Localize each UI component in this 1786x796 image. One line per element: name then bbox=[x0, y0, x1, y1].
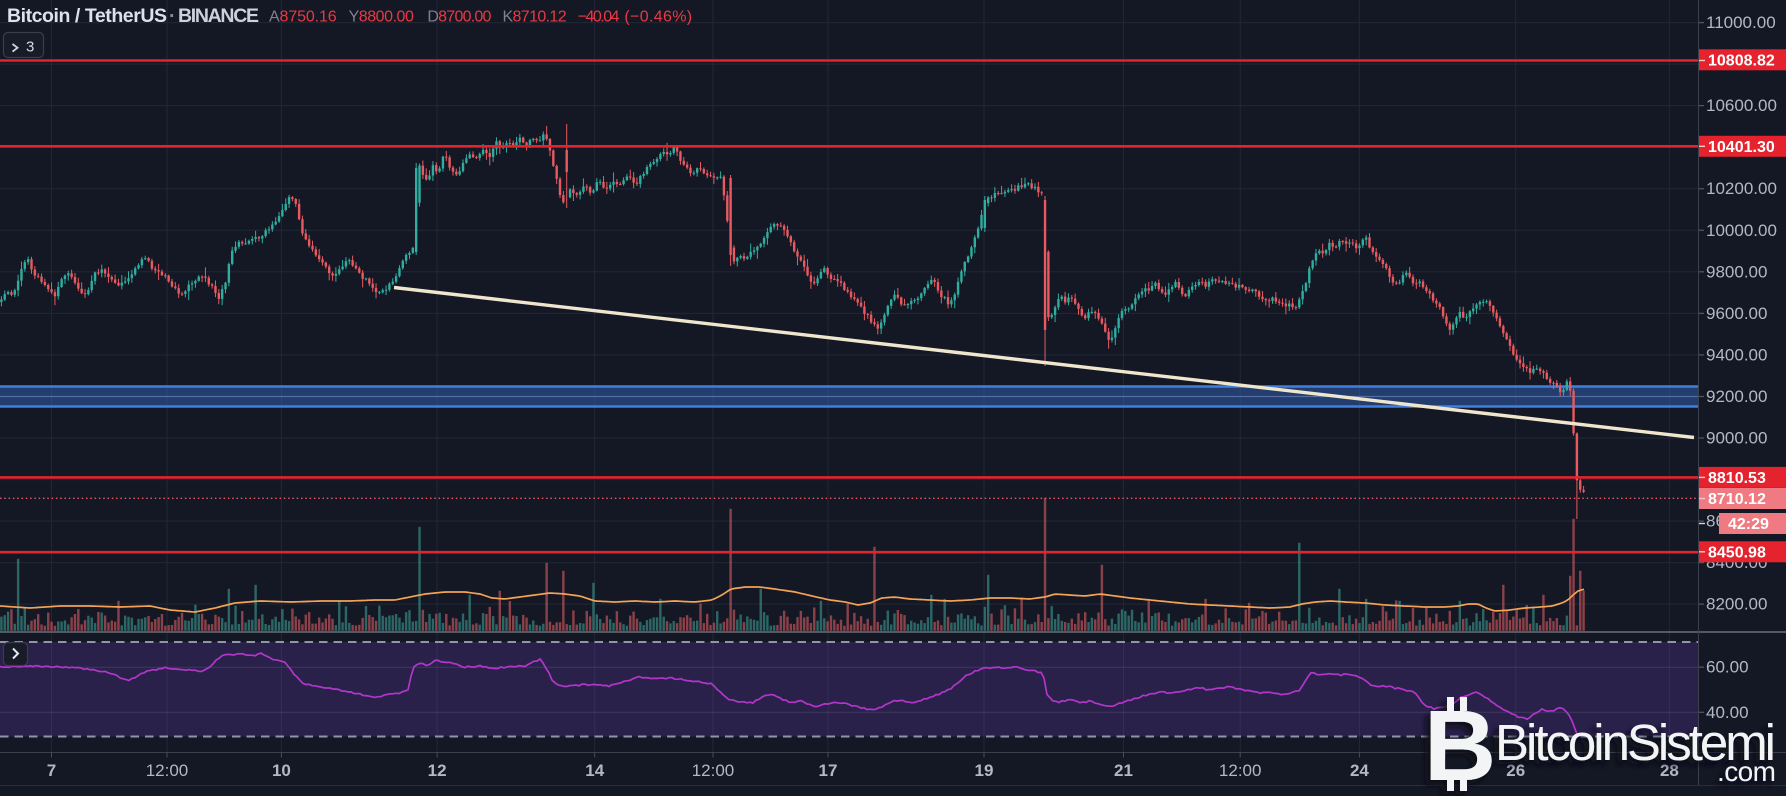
svg-text:10600.00: 10600.00 bbox=[1706, 96, 1777, 115]
svg-text:3: 3 bbox=[26, 39, 34, 56]
svg-text:−40.04: −40.04 bbox=[578, 9, 620, 26]
svg-text:11000.00: 11000.00 bbox=[1706, 13, 1776, 32]
svg-text:17: 17 bbox=[819, 761, 838, 780]
svg-text:14: 14 bbox=[585, 761, 604, 780]
svg-text:8710.12: 8710.12 bbox=[1708, 491, 1766, 508]
svg-text:9800.00: 9800.00 bbox=[1706, 262, 1767, 281]
svg-text:.com: .com bbox=[1717, 756, 1776, 787]
svg-text:10401.30: 10401.30 bbox=[1708, 139, 1775, 156]
svg-text:8200.00: 8200.00 bbox=[1706, 595, 1767, 614]
svg-text:10000.00: 10000.00 bbox=[1706, 221, 1777, 240]
svg-text:21: 21 bbox=[1114, 761, 1133, 780]
svg-text:·: · bbox=[169, 5, 176, 27]
svg-text:10: 10 bbox=[272, 761, 291, 780]
svg-text:9200.00: 9200.00 bbox=[1706, 387, 1767, 406]
svg-text:BINANCE: BINANCE bbox=[178, 5, 259, 27]
svg-text:(−0.46%): (−0.46%) bbox=[624, 9, 692, 26]
svg-text:12: 12 bbox=[428, 761, 447, 780]
svg-text:40.00: 40.00 bbox=[1706, 703, 1749, 722]
svg-text:12:00: 12:00 bbox=[1219, 761, 1262, 780]
svg-text:7: 7 bbox=[47, 761, 56, 780]
svg-text:10808.82: 10808.82 bbox=[1708, 52, 1775, 69]
svg-text:9000.00: 9000.00 bbox=[1706, 429, 1767, 448]
svg-text:9400.00: 9400.00 bbox=[1706, 345, 1767, 364]
svg-text:8810.53: 8810.53 bbox=[1708, 470, 1766, 487]
svg-text:Bitcoin / TetherUS: Bitcoin / TetherUS bbox=[7, 5, 167, 27]
svg-text:BitcoinSistemi: BitcoinSistemi bbox=[1495, 714, 1776, 771]
svg-text:42:29: 42:29 bbox=[1728, 516, 1769, 533]
svg-text:K8710.12: K8710.12 bbox=[503, 9, 567, 26]
svg-text:19: 19 bbox=[975, 761, 994, 780]
svg-text:10200.00: 10200.00 bbox=[1706, 179, 1777, 198]
svg-text:28: 28 bbox=[1660, 761, 1679, 780]
svg-text:60.00: 60.00 bbox=[1706, 658, 1749, 677]
svg-text:A8750.16: A8750.16 bbox=[269, 9, 337, 26]
svg-text:12:00: 12:00 bbox=[146, 761, 189, 780]
svg-text:D8700.00: D8700.00 bbox=[427, 9, 491, 26]
svg-text:12:00: 12:00 bbox=[692, 761, 735, 780]
svg-text:Y8800.00: Y8800.00 bbox=[349, 9, 414, 26]
svg-text:24: 24 bbox=[1350, 761, 1369, 780]
svg-text:9600.00: 9600.00 bbox=[1706, 304, 1767, 323]
svg-text:26: 26 bbox=[1506, 761, 1525, 780]
svg-text:8450.98: 8450.98 bbox=[1708, 544, 1766, 561]
